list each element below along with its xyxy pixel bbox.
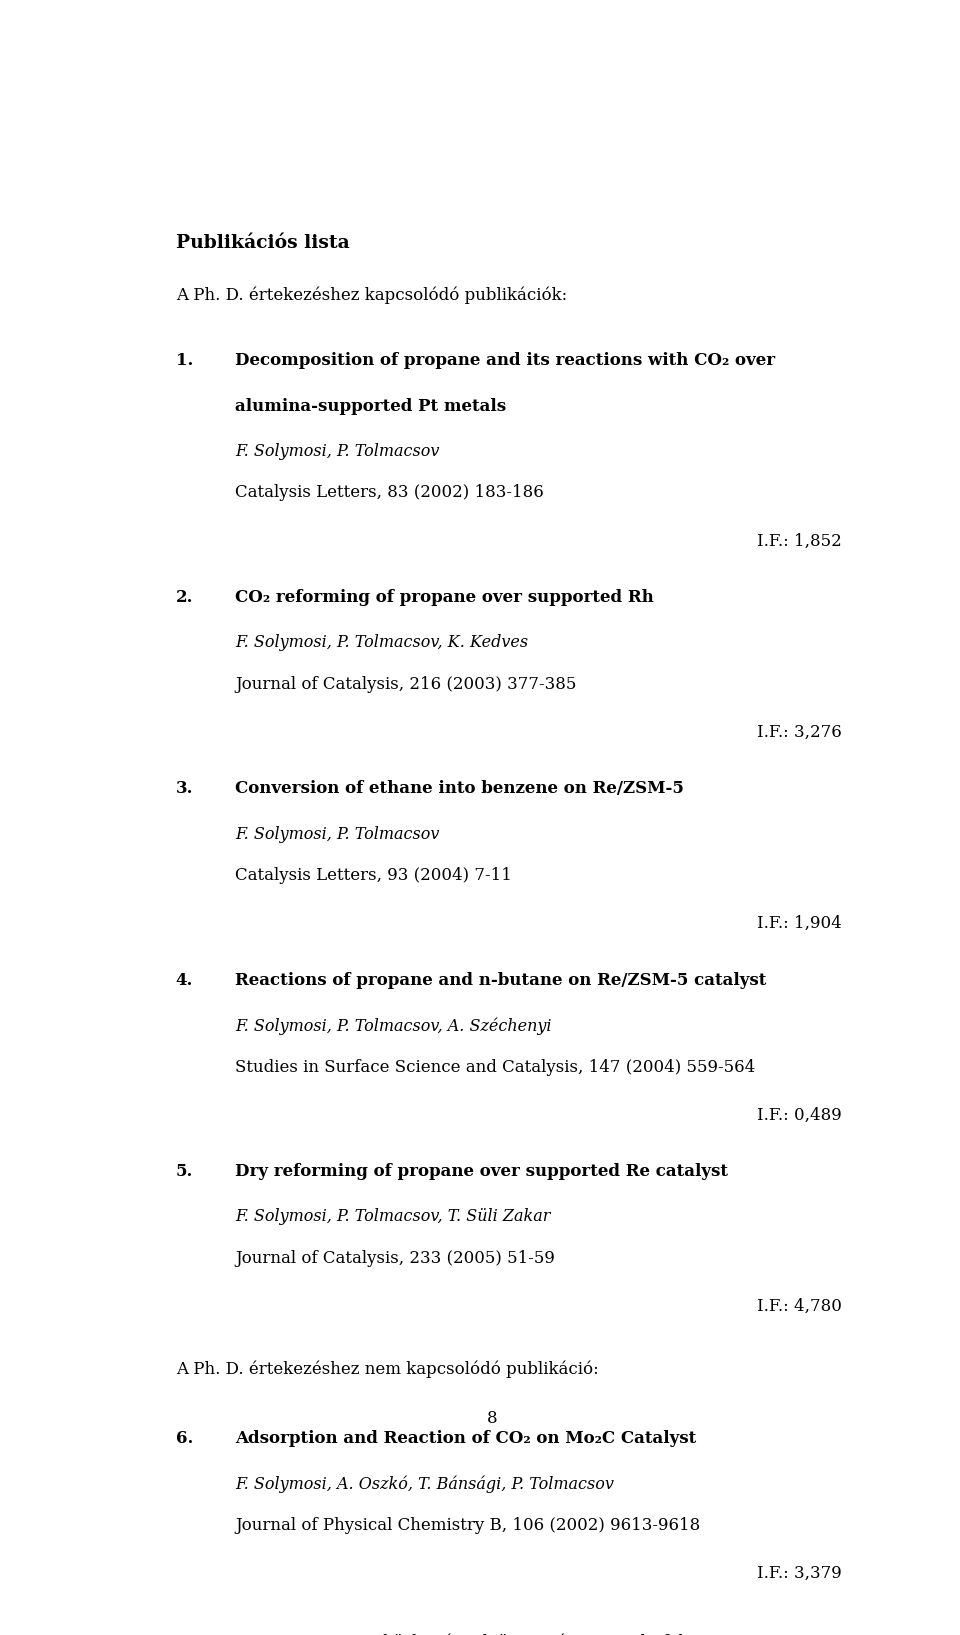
- Text: Reactions of propane and n-butane on Re/ZSM-5 catalyst: Reactions of propane and n-butane on Re/…: [235, 971, 767, 989]
- Text: 6.: 6.: [176, 1431, 193, 1447]
- Text: F. Solymosi, P. Tolmacsov, K. Kedves: F. Solymosi, P. Tolmacsov, K. Kedves: [235, 634, 528, 651]
- Text: Publikációs lista: Publikációs lista: [176, 234, 349, 252]
- Text: 8: 8: [487, 1411, 497, 1427]
- Text: Decomposition of propane and its reactions with CO₂ over: Decomposition of propane and its reactio…: [235, 352, 776, 370]
- Text: Studies in Surface Science and Catalysis, 147 (2004) 559-564: Studies in Surface Science and Catalysis…: [235, 1058, 756, 1076]
- Text: Journal of Catalysis, 216 (2003) 377-385: Journal of Catalysis, 216 (2003) 377-385: [235, 675, 577, 693]
- Text: 1.: 1.: [176, 352, 193, 370]
- Text: I.F.: 3,379: I.F.: 3,379: [756, 1565, 842, 1581]
- Text: 4.: 4.: [176, 971, 193, 989]
- Text: Catalysis Letters, 93 (2004) 7-11: Catalysis Letters, 93 (2004) 7-11: [235, 867, 513, 885]
- Text: A Ph. D. értekezéshez nem kapcsolódó publikáció:: A Ph. D. értekezéshez nem kapcsolódó pub…: [176, 1360, 598, 1378]
- Text: CO₂ reforming of propane over supported Rh: CO₂ reforming of propane over supported …: [235, 589, 654, 607]
- Text: Journal of Catalysis, 233 (2005) 51-59: Journal of Catalysis, 233 (2005) 51-59: [235, 1249, 555, 1267]
- Text: I.F.: 3,276: I.F.: 3,276: [756, 724, 842, 741]
- Text: F. Solymosi, P. Tolmacsov: F. Solymosi, P. Tolmacsov: [235, 443, 440, 459]
- Text: 5.: 5.: [176, 1162, 193, 1180]
- Text: 3.: 3.: [176, 780, 193, 798]
- Text: Dry reforming of propane over supported Re catalyst: Dry reforming of propane over supported …: [235, 1162, 729, 1180]
- Text: alumina-supported Pt metals: alumina-supported Pt metals: [235, 397, 507, 415]
- Text: Conversion of ethane into benzene on Re/ZSM-5: Conversion of ethane into benzene on Re/…: [235, 780, 684, 798]
- Text: I.F.: 4,780: I.F.: 4,780: [756, 1298, 842, 1315]
- Text: F. Solymosi, P. Tolmacsov: F. Solymosi, P. Tolmacsov: [235, 826, 440, 842]
- Text: F. Solymosi, A. Oszkó, T. Bánsági, P. Tolmacsov: F. Solymosi, A. Oszkó, T. Bánsági, P. To…: [235, 1475, 614, 1493]
- Text: A Ph. D. értekezéshez kapcsolódó publikációk:: A Ph. D. értekezéshez kapcsolódó publiká…: [176, 286, 567, 304]
- Text: F. Solymosi, P. Tolmacsov, A. Széchenyi: F. Solymosi, P. Tolmacsov, A. Széchenyi: [235, 1017, 552, 1035]
- Text: 2.: 2.: [176, 589, 193, 607]
- Text: I.F.: 0,489: I.F.: 0,489: [756, 1107, 842, 1123]
- Text: I.F.: 1,904: I.F.: 1,904: [756, 916, 842, 932]
- Text: F. Solymosi, P. Tolmacsov, T. Süli Zakar: F. Solymosi, P. Tolmacsov, T. Süli Zakar: [235, 1208, 551, 1225]
- Text: I.F.: 1,852: I.F.: 1,852: [756, 533, 842, 549]
- Text: Journal of Physical Chemistry B, 106 (2002) 9613-9618: Journal of Physical Chemistry B, 106 (20…: [235, 1517, 701, 1534]
- Text: Adsorption and Reaction of CO₂ on Mo₂C Catalyst: Adsorption and Reaction of CO₂ on Mo₂C C…: [235, 1431, 697, 1447]
- Text: Catalysis Letters, 83 (2002) 183-186: Catalysis Letters, 83 (2002) 183-186: [235, 484, 544, 502]
